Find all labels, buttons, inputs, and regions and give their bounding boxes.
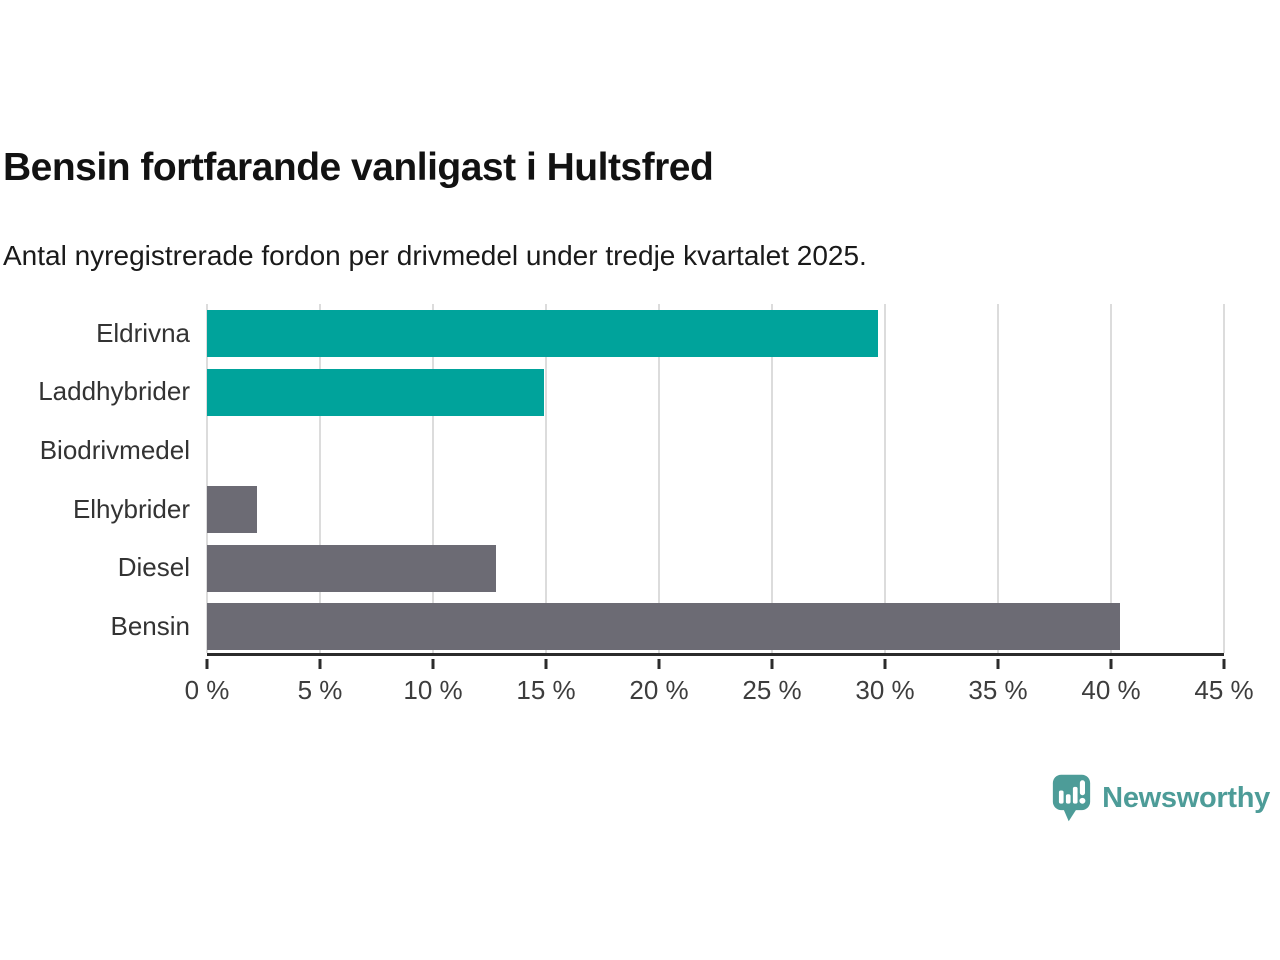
x-tick: [996, 659, 1000, 669]
bar-eldrivna: [207, 309, 879, 357]
category-labels: Eldrivna Laddhybrider Biodrivmedel Elhybrid…: [0, 304, 190, 656]
x-tick-label: 20 %: [629, 675, 689, 705]
x-tick-label: 40 %: [1081, 675, 1141, 705]
x-tick: [205, 659, 209, 669]
x-tick: [1222, 659, 1226, 669]
x-tick: [544, 659, 548, 669]
bar-elhybrider: [207, 485, 257, 533]
x-tick-label: 10 %: [403, 675, 463, 705]
x-tick-label: 25 %: [742, 675, 802, 705]
x-tick-label: 45 %: [1194, 675, 1254, 705]
gridline: [318, 304, 321, 653]
newsworthy-wordmark: Newsworthy: [1102, 781, 1270, 814]
category-label-diesel: Diesel: [117, 552, 190, 583]
category-label-bensin: Bensin: [110, 611, 191, 642]
gridline: [1109, 304, 1112, 653]
bar-bensin: [207, 603, 1121, 651]
x-tick: [657, 659, 661, 669]
newsworthy-logo: Newsworthy: [1051, 772, 1270, 824]
x-tick-label: 30 %: [855, 675, 915, 705]
category-label-biodrivmedel: Biodrivmedel: [39, 435, 190, 466]
gridline: [1223, 304, 1225, 653]
x-tick: [770, 659, 774, 669]
gridline: [997, 304, 999, 653]
x-tick-label: 5 %: [297, 675, 343, 705]
category-label-laddhybrider: Laddhybrider: [38, 376, 190, 407]
newsworthy-speech-bubble-chart-icon: [1053, 774, 1091, 822]
x-tick: [431, 659, 435, 669]
x-tick-label: 35 %: [968, 675, 1028, 705]
x-tick: [318, 659, 322, 669]
gridline: [657, 304, 660, 653]
gridline: [883, 304, 886, 653]
category-label-elhybrider: Elhybrider: [72, 493, 190, 524]
x-tick: [883, 659, 887, 669]
category-label-eldrivna: Eldrivna: [96, 317, 190, 348]
chart-title: Bensin fortfarande vanligast i Hultsfred: [3, 146, 714, 189]
x-tick-label: 15 %: [516, 675, 576, 705]
gridline: [771, 304, 773, 653]
chart-subtitle: Antal nyregistrerade fordon per drivmede…: [3, 240, 867, 271]
x-tick-label: 0 %: [184, 675, 230, 705]
bar-diesel: [207, 544, 497, 592]
x-tick: [1109, 659, 1113, 669]
x-axis: 0 % 5 % 10 % 15 % 20 % 25 % 30 % 35 % 40 % 45 %: [185, 659, 1254, 719]
gridline: [206, 304, 208, 653]
bar-laddhybrider: [207, 368, 544, 416]
gridline: [544, 304, 547, 653]
gridline: [431, 304, 434, 653]
plot-area: [206, 304, 1225, 656]
